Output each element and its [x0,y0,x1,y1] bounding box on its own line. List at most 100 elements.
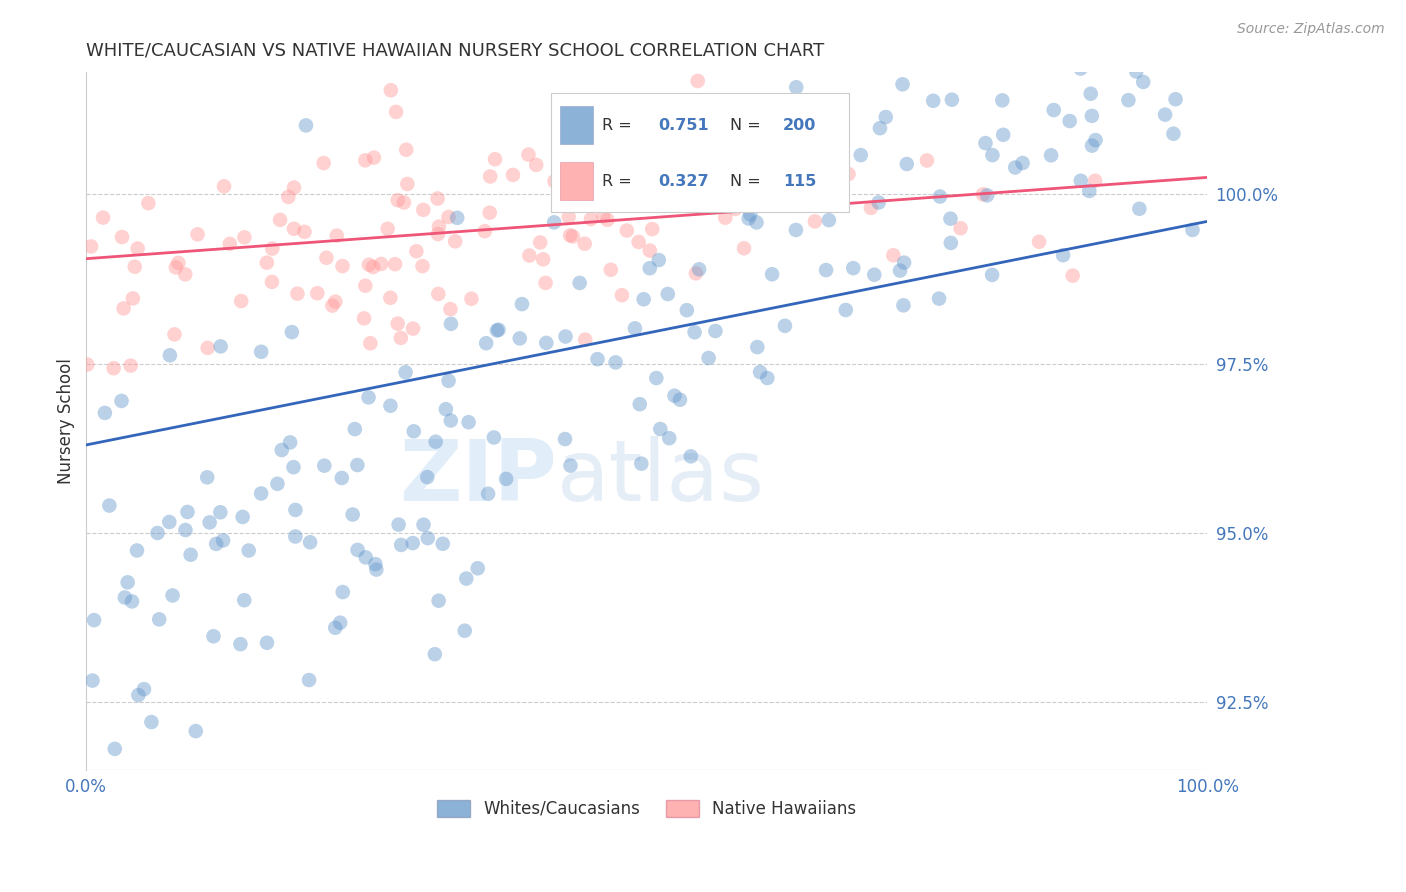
Point [1140,31,1163,45]
Point [842,261,865,276]
Point [314,458,336,473]
Point [1040,148,1063,162]
Point [1078,184,1101,198]
Point [697,351,720,365]
Point [949,8,972,22]
Point [380,83,402,97]
Legend: Whites/Caucasians, Native Hawaiians: Whites/Caucasians, Native Hawaiians [430,793,863,824]
Point [283,180,305,194]
Point [427,287,450,301]
Point [554,329,576,343]
Point [1046,39,1069,54]
Point [266,476,288,491]
Point [790,157,813,171]
Point [283,221,305,235]
Point [342,508,364,522]
Point [384,257,406,271]
Point [456,572,478,586]
Point [745,215,768,229]
Point [195,470,218,484]
Text: Source: ZipAtlas.com: Source: ZipAtlas.com [1237,22,1385,37]
Point [1062,268,1084,283]
Point [405,244,427,259]
Point [863,268,886,282]
Point [974,136,997,150]
Point [262,242,284,256]
Point [229,637,252,651]
Point [1080,87,1102,101]
Point [1157,0,1180,12]
Point [295,119,318,133]
Point [117,575,139,590]
Point [366,563,388,577]
Point [454,624,477,638]
Point [988,26,1011,40]
Point [565,153,588,167]
Point [399,784,422,798]
Point [238,543,260,558]
Y-axis label: Nursery School: Nursery School [58,359,75,484]
Point [605,355,627,369]
Point [475,336,498,351]
Point [256,255,278,269]
Point [361,260,384,274]
Point [586,352,609,367]
Point [284,529,307,543]
Point [423,647,446,661]
Point [981,268,1004,282]
Point [121,292,143,306]
Point [657,287,679,301]
Point [231,293,253,308]
Point [574,333,596,347]
Point [939,235,962,250]
Point [427,219,450,234]
Point [434,402,457,417]
Point [586,120,609,135]
Point [517,248,540,262]
Point [330,471,353,485]
Point [364,557,387,571]
Point [76,358,98,372]
Point [733,241,755,255]
Point [928,292,950,306]
Point [103,361,125,376]
Point [599,262,621,277]
Point [284,503,307,517]
Point [380,291,402,305]
Point [714,211,737,225]
Point [704,324,727,338]
Point [502,168,524,182]
Point [621,171,644,186]
Point [707,188,730,202]
Point [256,636,278,650]
Point [1052,248,1074,262]
Point [138,196,160,211]
Point [112,301,135,316]
Point [205,537,228,551]
Point [710,171,733,186]
Point [1084,133,1107,147]
Point [747,340,769,354]
Point [869,121,891,136]
Point [197,341,219,355]
Point [329,615,352,630]
Point [650,422,672,436]
Point [889,263,911,277]
Point [148,612,170,626]
Point [1128,202,1150,216]
Point [437,210,460,224]
Point [686,74,709,88]
Point [818,213,841,227]
Point [323,621,346,635]
Point [321,299,343,313]
Point [664,389,686,403]
Point [627,235,650,249]
Point [683,325,706,339]
Point [651,41,673,55]
Point [484,153,506,167]
Point [354,153,377,168]
Point [1163,127,1185,141]
Point [630,457,652,471]
Point [346,543,368,558]
Point [949,221,972,235]
